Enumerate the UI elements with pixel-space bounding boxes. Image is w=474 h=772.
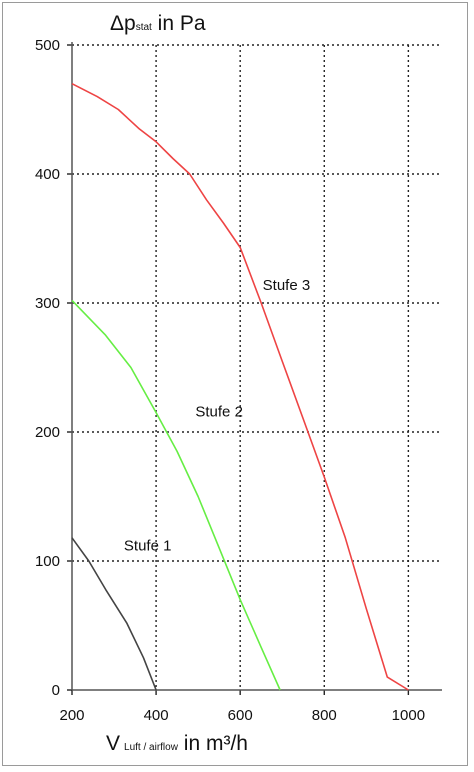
annotations: Stufe 1 Stufe 2 Stufe 3 (124, 277, 310, 555)
x-tick-label: 600 (228, 707, 253, 724)
tick-labels: 0 100 200 300 400 500 200 400 600 800 1000 (35, 37, 425, 724)
y-tick-label: 400 (35, 166, 60, 183)
series (71, 82, 409, 691)
y-tick-label: 0 (52, 682, 60, 699)
axes (67, 42, 442, 695)
x-axis-label: V Luft / airflow in m³/h (106, 732, 248, 755)
series-line-stufe-3 (71, 82, 409, 691)
x-tick-label: 200 (59, 707, 84, 724)
chart-frame (2, 2, 468, 766)
x-tick-label: 400 (144, 707, 169, 724)
y-tick-label: 300 (35, 295, 60, 312)
curve-label: Stufe 3 (263, 277, 311, 294)
curve-label: Stufe 2 (195, 404, 243, 421)
y-tick-label: 200 (35, 424, 60, 441)
y-tick-label: 100 (35, 553, 60, 570)
x-tick-label: 800 (312, 707, 337, 724)
y-tick-label: 500 (35, 37, 60, 54)
grid (72, 44, 442, 690)
x-tick-label: 1000 (392, 707, 425, 724)
curve-label: Stufe 1 (124, 538, 172, 555)
series-line-stufe-2 (71, 299, 281, 691)
y-axis-label: Δpstat in Pa (110, 12, 206, 35)
series-line-stufe-1 (71, 537, 157, 691)
